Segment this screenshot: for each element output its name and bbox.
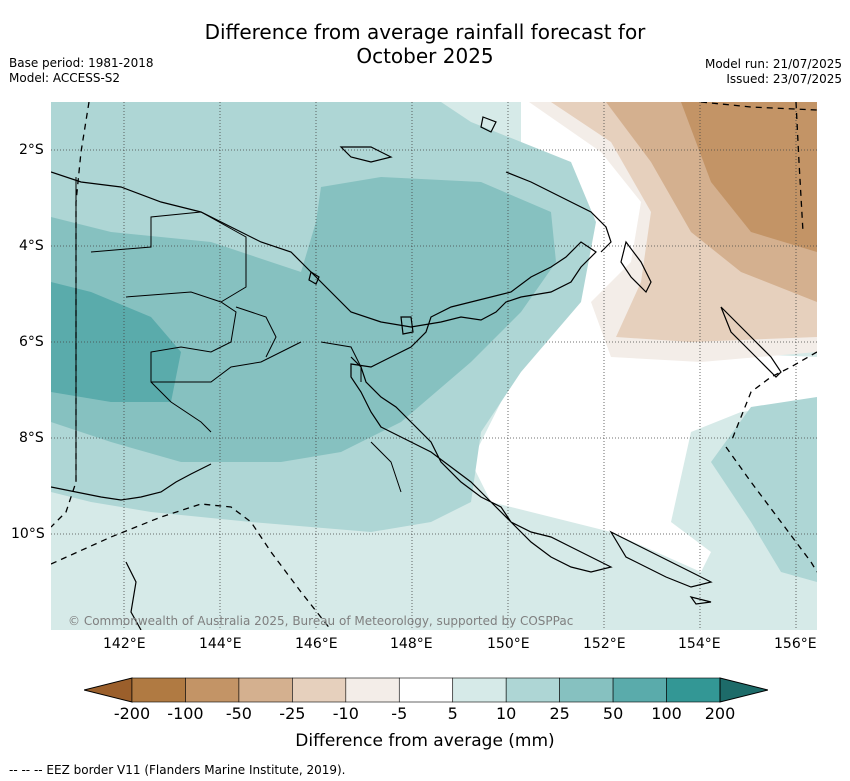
colorbar-cell-2 (238, 677, 293, 703)
lon-tick-144: 144°E (199, 636, 242, 652)
lon-tick-156: 156°E (774, 636, 817, 652)
region-minus50-minus100 (681, 102, 817, 252)
eez-borders (51, 102, 817, 630)
map-gridlines (51, 102, 817, 630)
colorbar-title: Difference from average (mm) (295, 731, 555, 751)
colorbar-label: 200 (704, 704, 736, 723)
lat-tick-2s: 2°S (19, 142, 44, 158)
colorbar-label: 25 (549, 704, 570, 723)
colorbar (84, 677, 768, 703)
map-title: Difference from average rainfall forecas… (0, 20, 850, 68)
model-run-text: Model run: 21/07/2025 (704, 57, 842, 71)
colorbar-label: -5 (391, 704, 408, 723)
colorbar-label: -10 (332, 704, 359, 723)
colorbar-label: -100 (167, 704, 204, 723)
colorbar-cell-10 (666, 677, 721, 703)
colorbar-label: 100 (651, 704, 682, 723)
meta-left: Base period: 1981-2018 Model: ACCESS-S2 (9, 56, 154, 86)
base-period-text: Base period: 1981-2018 (9, 56, 154, 70)
region-25-50 (51, 177, 556, 462)
lon-tick-154: 154°E (678, 636, 721, 652)
lat-tick-10s: 10°S (11, 526, 45, 542)
eez-footnote: -- -- -- EEZ border V11 (Flanders Marine… (9, 763, 346, 777)
lat-tick-4s: 4°S (19, 238, 44, 254)
coastlines (51, 116, 782, 630)
lon-tick-150: 150°E (487, 636, 530, 652)
colorbar-label: -50 (225, 704, 252, 723)
lat-tick-6s: 6°S (19, 334, 44, 350)
colorbar-cell-8 (559, 677, 614, 703)
colorbar-cell-5 (398, 677, 454, 703)
lon-tick-148: 148°E (390, 636, 433, 652)
colorbar-cell-4 (345, 677, 400, 703)
colorbar-cell-9 (612, 677, 667, 703)
colorbar-cell-3 (292, 677, 347, 703)
lon-tick-142: 142°E (103, 636, 146, 652)
lat-tick-8s: 8°S (19, 430, 44, 446)
colorbar-label: 50 (602, 704, 624, 723)
region-10-25-southeast (711, 397, 817, 582)
map-title-line2: October 2025 (356, 44, 494, 68)
lon-tick-152: 152°E (583, 636, 626, 652)
colorbar-cell-0 (131, 677, 186, 703)
issued-text: Issued: 23/07/2025 (726, 72, 842, 86)
model-text: Model: ACCESS-S2 (9, 71, 121, 85)
colorbar-label: 10 (495, 704, 517, 723)
colorbar-cell-6 (452, 677, 507, 703)
meta-right: Model run: 21/07/2025 Issued: 23/07/2025 (705, 57, 842, 87)
credit-text: © Commonwealth of Australia 2025, Bureau… (68, 614, 574, 628)
region-50-100 (51, 282, 181, 402)
colorbar-label: 5 (447, 704, 458, 723)
rainfall-map (51, 102, 817, 630)
colorbar-cell-1 (185, 677, 240, 703)
colorbar-extend-high (719, 677, 768, 703)
colorbar-cell-7 (505, 677, 560, 703)
colorbar-label: -200 (113, 704, 151, 723)
colorbar-label: -25 (279, 704, 306, 723)
colorbar-extend-low (84, 677, 133, 703)
lon-tick-146: 146°E (295, 636, 338, 652)
map-title-line1: Difference from average rainfall forecas… (204, 20, 646, 44)
